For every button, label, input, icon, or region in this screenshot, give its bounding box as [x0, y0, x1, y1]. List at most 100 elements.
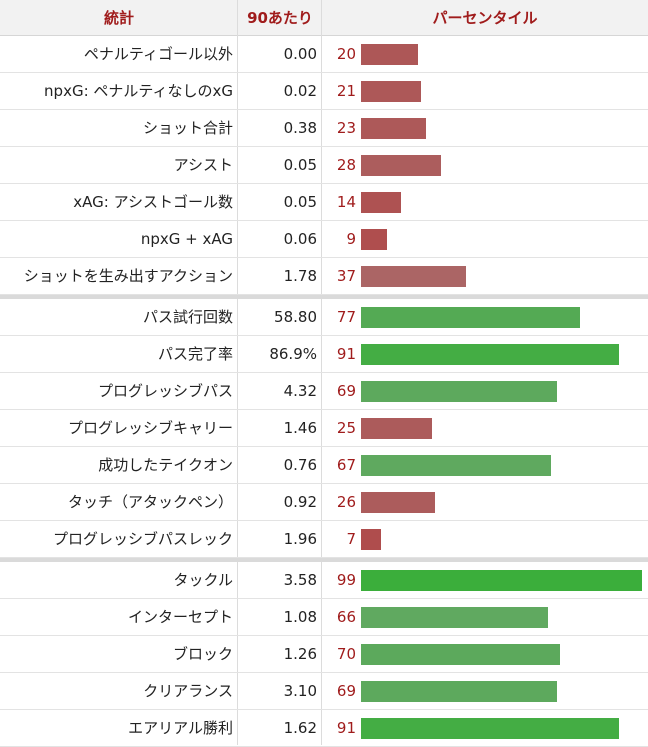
- per90-value: 1.62: [283, 719, 317, 737]
- table-row: アシスト 0.05 28: [0, 147, 648, 184]
- stat-name: npxG + xAG: [140, 230, 233, 248]
- per90-value: 1.46: [283, 419, 317, 437]
- stat-name: アシスト: [173, 156, 233, 174]
- table-row: タッチ（アタックペン） 0.92 26: [0, 484, 648, 521]
- stat-name: パス試行回数: [142, 308, 233, 326]
- header-stat: 統計: [103, 9, 134, 27]
- per90-value: 1.08: [283, 608, 317, 626]
- percentile-value: 21: [336, 82, 356, 100]
- table-row: npxG: ペナルティなしのxG 0.02 21: [0, 73, 648, 110]
- percentile-bar: [361, 718, 619, 739]
- per90-value: 0.05: [283, 193, 317, 211]
- per90-value: 0.00: [283, 45, 317, 63]
- table-row: ショット合計 0.38 23: [0, 110, 648, 147]
- percentile-value: 99: [336, 571, 356, 589]
- stat-name: エアリアル勝利: [128, 719, 233, 737]
- table-row: プログレッシブパス 4.32 69: [0, 373, 648, 410]
- stat-name: プログレッシブパスレック: [52, 530, 233, 548]
- percentile-bar: [361, 644, 560, 665]
- table-row: プログレッシブパスレック 1.96 7: [0, 521, 648, 558]
- stat-name: クリアランス: [143, 682, 233, 700]
- percentile-value: 25: [336, 419, 356, 437]
- stat-name: ブロック: [172, 645, 233, 663]
- percentile-value: 91: [336, 345, 356, 363]
- percentile-bar: [361, 44, 418, 65]
- header-per90: 90あたり: [247, 9, 313, 27]
- percentile-bar: [361, 381, 557, 402]
- percentile-value: 20: [336, 45, 356, 63]
- per90-value: 0.06: [283, 230, 317, 248]
- per90-value: 3.58: [283, 571, 317, 589]
- percentile-bar: [361, 607, 548, 628]
- stat-name: プログレッシブキャリー: [67, 419, 233, 437]
- stat-name: タッチ（アタックペン）: [67, 493, 233, 511]
- percentile-value: 23: [336, 119, 356, 137]
- per90-value: 0.76: [283, 456, 317, 474]
- table-row: xAG: アシストゴール数 0.05 14: [0, 184, 648, 221]
- stat-name: xAG: アシストゴール数: [73, 193, 233, 211]
- table-row: 成功したテイクオン 0.76 67: [0, 447, 648, 484]
- table-header: 統計 90あたり パーセンタイル: [0, 0, 648, 36]
- percentile-value: 9: [346, 230, 356, 248]
- percentile-value: 77: [336, 308, 356, 326]
- per90-value: 1.78: [283, 267, 317, 285]
- percentile-bar: [361, 418, 432, 439]
- per90-value: 1.26: [283, 645, 317, 663]
- stat-name: ペナルティゴール以外: [83, 45, 233, 63]
- percentile-value: 28: [336, 156, 356, 174]
- table-row: パス完了率 86.9% 91: [0, 336, 648, 373]
- table-row: プログレッシブキャリー 1.46 25: [0, 410, 648, 447]
- percentile-value: 69: [336, 382, 356, 400]
- table-row: npxG + xAG 0.06 9: [0, 221, 648, 258]
- percentile-bar: [361, 307, 580, 328]
- percentile-bar: [361, 681, 557, 702]
- stat-name: ショットを生み出すアクション: [23, 267, 233, 285]
- table-row: パス試行回数 58.80 77: [0, 299, 648, 336]
- percentile-bar: [361, 155, 441, 176]
- stat-name: インターセプト: [127, 608, 233, 626]
- per90-value: 0.92: [283, 493, 317, 511]
- percentile-bar: [361, 344, 619, 365]
- stat-name: 成功したテイクオン: [98, 456, 233, 474]
- header-percentile: パーセンタイル: [432, 9, 538, 27]
- stat-name: パス完了率: [157, 345, 233, 363]
- percentile-value: 66: [336, 608, 356, 626]
- percentile-bar: [361, 118, 426, 139]
- percentile-value: 7: [346, 530, 356, 548]
- stat-name: npxG: ペナルティなしのxG: [44, 82, 233, 100]
- per90-value: 1.96: [283, 530, 317, 548]
- per90-value: 0.05: [283, 156, 317, 174]
- table-row: エアリアル勝利 1.62 91: [0, 710, 648, 747]
- percentile-bar: [361, 492, 435, 513]
- per90-value: 0.02: [283, 82, 317, 100]
- table-row: ペナルティゴール以外 0.00 20: [0, 36, 648, 73]
- table-row: ブロック 1.26 70: [0, 636, 648, 673]
- table-row: インターセプト 1.08 66: [0, 599, 648, 636]
- percentile-value: 70: [336, 645, 356, 663]
- percentile-bar: [361, 81, 421, 102]
- per90-value: 58.80: [274, 308, 317, 326]
- percentile-value: 69: [336, 682, 356, 700]
- per90-value: 0.38: [283, 119, 317, 137]
- percentile-bar: [361, 570, 642, 591]
- table-row: クリアランス 3.10 69: [0, 673, 648, 710]
- percentile-bar: [361, 529, 381, 550]
- percentile-value: 14: [336, 193, 356, 211]
- percentile-value: 91: [336, 719, 356, 737]
- percentile-value: 26: [336, 493, 356, 511]
- percentile-bar: [361, 266, 466, 287]
- table-row: タックル 3.58 99: [0, 562, 648, 599]
- stat-name: タックル: [173, 571, 233, 589]
- stat-name: ショット合計: [142, 119, 233, 137]
- table-row: ショットを生み出すアクション 1.78 37: [0, 258, 648, 295]
- percentile-value: 37: [336, 267, 356, 285]
- group-separator: [0, 295, 648, 299]
- percentile-bar: [361, 229, 387, 250]
- per90-value: 3.10: [283, 682, 317, 700]
- per90-value: 4.32: [283, 382, 317, 400]
- group-separator: [0, 558, 648, 562]
- percentile-value: 67: [336, 456, 356, 474]
- stat-name: プログレッシブパス: [97, 382, 233, 400]
- per90-value: 86.9%: [269, 345, 317, 363]
